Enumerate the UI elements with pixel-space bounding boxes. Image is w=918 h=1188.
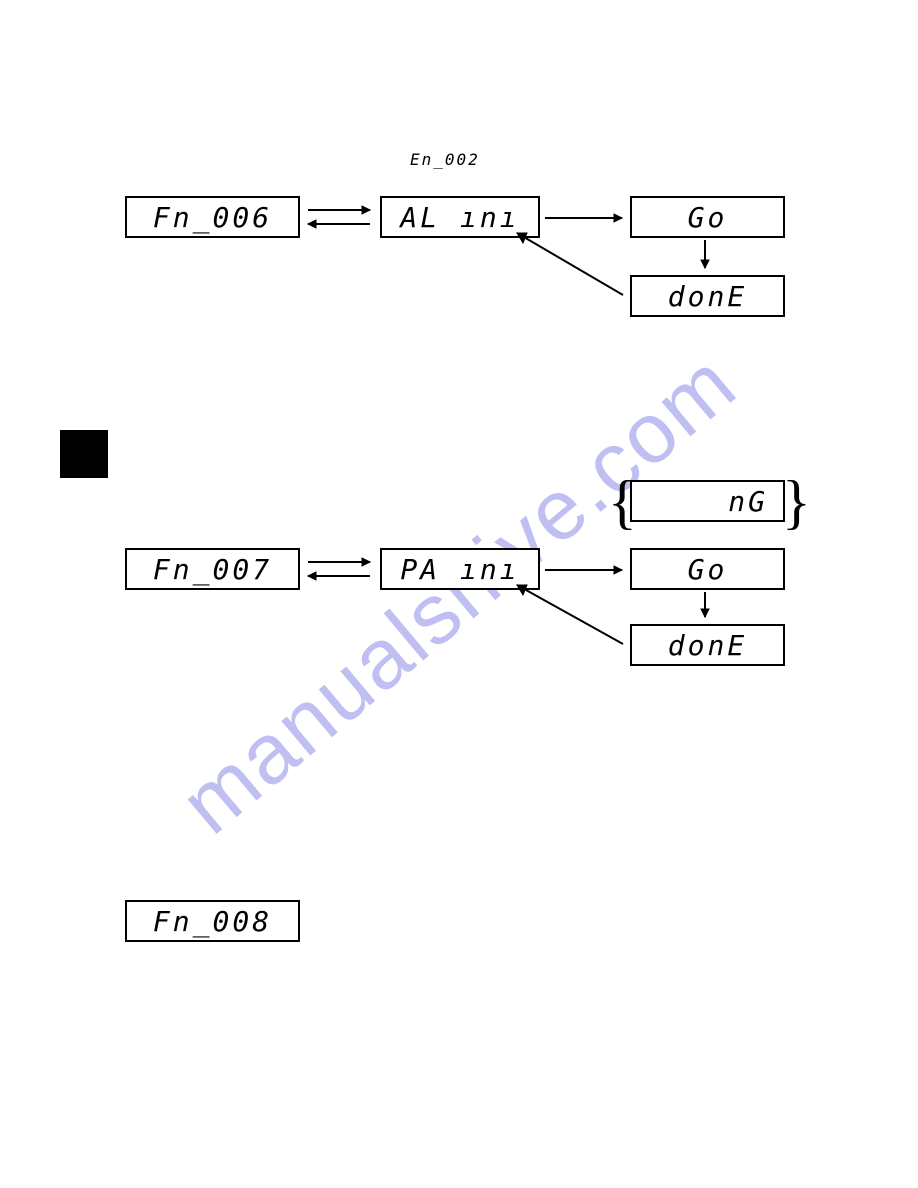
fc1-box-done: donE — [630, 275, 785, 317]
fc2-arrow-1-2 — [300, 548, 380, 590]
fc2-brace-right: } — [782, 472, 811, 532]
side-black-marker — [60, 430, 108, 478]
watermark: manualshive.com — [163, 334, 756, 853]
fc2-arrow-3-4 — [695, 590, 715, 624]
fc2-box-done: donE — [630, 624, 785, 666]
fc2-box-go: Go — [630, 548, 785, 590]
fc2-box-ng: nG — [630, 480, 785, 522]
fc1-arrow-1-2 — [300, 196, 380, 238]
fc1-arrow-4-2 — [505, 225, 630, 300]
fc1-box-fn006: Fn_006 — [125, 196, 300, 238]
fc3-box-fn008: Fn_008 — [125, 900, 300, 942]
fc2-arrow-4-2 — [505, 577, 630, 649]
fc1-box-go: Go — [630, 196, 785, 238]
fc2-box-fn007: Fn_007 — [125, 548, 300, 590]
fc1-arrow-3-4 — [695, 238, 715, 275]
header-code: En_002 — [410, 150, 480, 169]
